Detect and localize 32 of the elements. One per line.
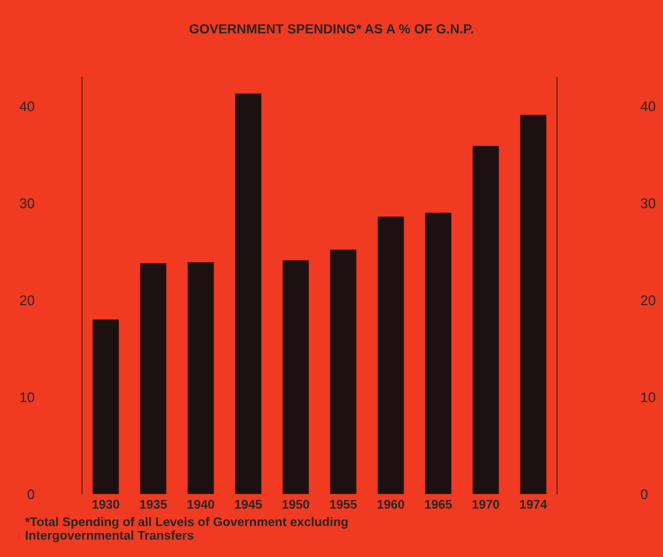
x-tick-label: 1960 bbox=[378, 500, 404, 509]
y-tick-label: 10 bbox=[20, 392, 34, 402]
bar bbox=[330, 250, 356, 494]
bar bbox=[472, 146, 499, 494]
x-tick-label: 1945 bbox=[235, 500, 262, 509]
bar bbox=[92, 319, 119, 494]
y2-tick-label: 30 bbox=[640, 198, 656, 208]
x-tick-label: 1940 bbox=[188, 500, 214, 509]
x-tick-label: 1935 bbox=[140, 500, 167, 509]
y2-tick-label: 40 bbox=[640, 101, 656, 112]
bar bbox=[235, 93, 262, 494]
y2-tick-label: 10 bbox=[641, 392, 656, 402]
bar bbox=[378, 216, 404, 494]
x-tick-label: 1930 bbox=[92, 500, 120, 509]
y-tick-label: 20 bbox=[20, 295, 34, 306]
y2-tick-label: 20 bbox=[641, 295, 656, 306]
y-tick-label: 0 bbox=[28, 489, 34, 500]
x-tick-label: 1950 bbox=[282, 500, 310, 509]
bar bbox=[140, 263, 166, 494]
chart-title: GOVERNMENT SPENDING* AS A % OF G.N.P. bbox=[190, 24, 474, 34]
text: *Total Spending of all Levels of Government excluding Intergovernmental Transfers bbox=[25, 517, 348, 542]
bar bbox=[188, 262, 214, 494]
y2-tick-label: 0 bbox=[640, 489, 648, 500]
x-tick-label: 1970 bbox=[472, 500, 500, 509]
x-tick-label: 1965 bbox=[425, 500, 452, 509]
y-tick-label: 30 bbox=[20, 198, 34, 208]
bar bbox=[520, 114, 546, 494]
y-tick-label: 40 bbox=[20, 101, 34, 112]
x-tick-label: 1974 bbox=[520, 500, 548, 509]
bar bbox=[425, 212, 452, 494]
x-tick-label: 1955 bbox=[330, 500, 357, 509]
bar bbox=[282, 260, 309, 494]
